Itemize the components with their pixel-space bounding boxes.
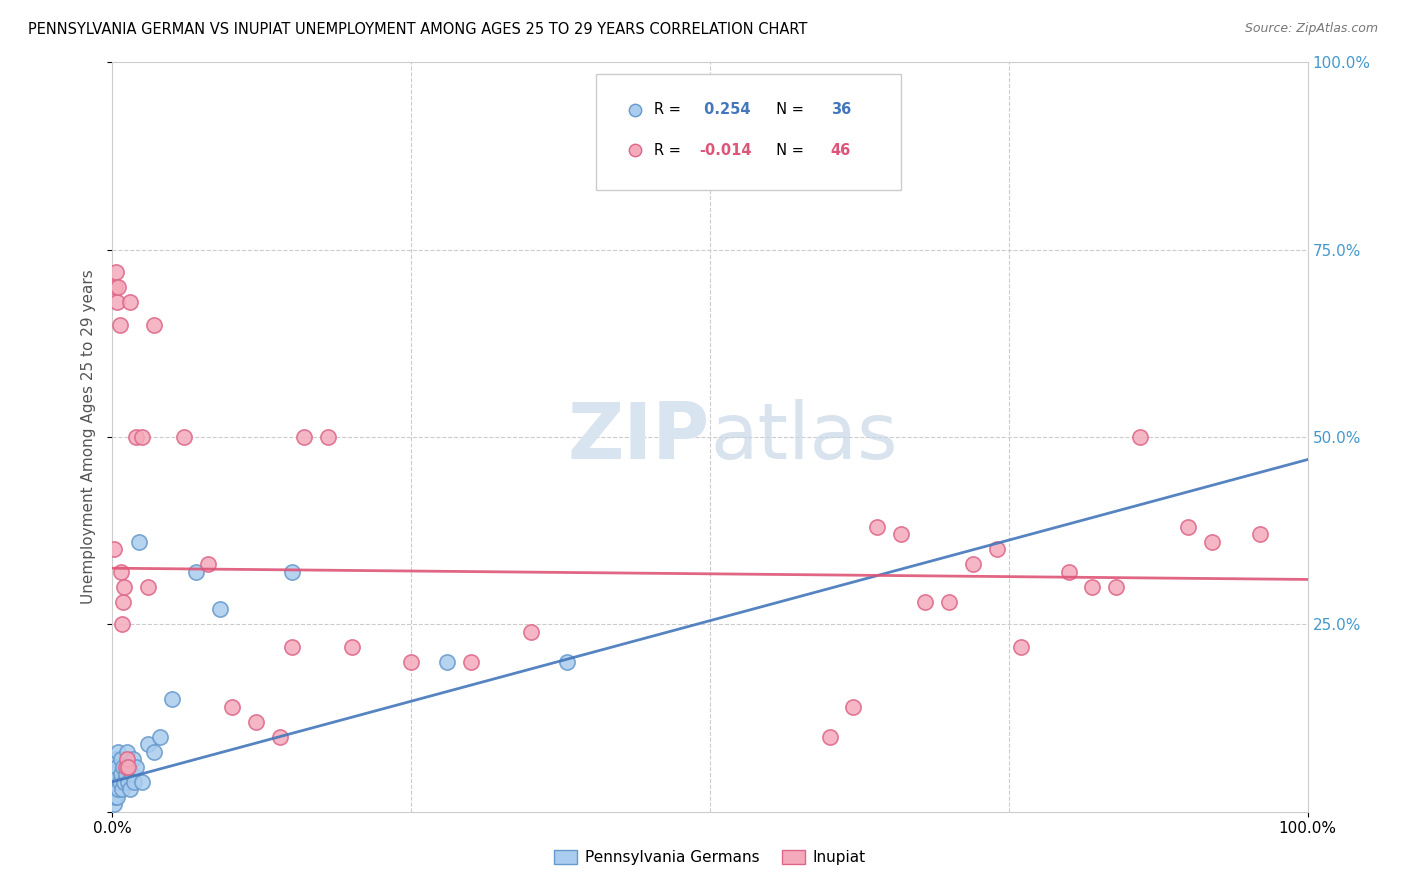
Point [108, 774, 131, 789]
Point [138, 580, 160, 594]
Point [138, 737, 160, 751]
Point [107, 280, 129, 294]
Text: R =: R = [654, 143, 685, 158]
Text: R =: R = [654, 103, 685, 117]
Point [131, 430, 153, 444]
Point [111, 782, 134, 797]
Point [1177, 520, 1199, 534]
Point [401, 655, 423, 669]
Point [209, 602, 232, 616]
Point [103, 542, 125, 557]
Point [460, 655, 482, 669]
Point [108, 318, 131, 332]
Point [292, 430, 315, 444]
Point [128, 535, 150, 549]
Point [938, 595, 960, 609]
Point [121, 767, 143, 781]
Point [120, 295, 142, 310]
Point [105, 265, 128, 279]
Text: ZIP: ZIP [568, 399, 710, 475]
Point [122, 774, 145, 789]
Point [112, 595, 135, 609]
Point [866, 520, 889, 534]
Point [105, 752, 128, 766]
Point [818, 730, 841, 744]
Point [114, 760, 136, 774]
Legend: Pennsylvania Germans, Inupiat: Pennsylvania Germans, Inupiat [548, 844, 872, 871]
Point [121, 752, 143, 766]
Point [162, 692, 183, 706]
Point [340, 640, 363, 654]
Point [125, 430, 148, 444]
Point [1010, 640, 1032, 654]
Text: N =: N = [768, 103, 808, 117]
Point [281, 565, 304, 579]
Point [1249, 527, 1271, 541]
FancyBboxPatch shape [596, 74, 901, 190]
Point [107, 745, 129, 759]
Text: 0.254: 0.254 [699, 103, 751, 117]
Point [115, 752, 138, 766]
Text: 36: 36 [831, 103, 851, 117]
Point [520, 624, 543, 639]
Point [143, 318, 166, 332]
Point [143, 745, 166, 759]
Point [105, 789, 128, 804]
Point [623, 103, 645, 117]
Text: Source: ZipAtlas.com: Source: ZipAtlas.com [1244, 22, 1378, 36]
Point [269, 730, 291, 744]
Point [197, 558, 219, 572]
Point [105, 767, 128, 781]
Y-axis label: Unemployment Among Ages 25 to 29 years: Unemployment Among Ages 25 to 29 years [80, 269, 96, 605]
Point [118, 760, 141, 774]
Point [104, 280, 127, 294]
Point [107, 782, 129, 797]
Point [1057, 565, 1080, 579]
Point [914, 595, 936, 609]
Point [1081, 580, 1104, 594]
Point [245, 714, 267, 729]
Point [110, 767, 132, 781]
Point [281, 640, 304, 654]
Point [114, 580, 135, 594]
Text: -0.014: -0.014 [699, 143, 752, 158]
Point [115, 745, 138, 759]
Point [120, 782, 142, 797]
Point [436, 655, 458, 669]
Point [125, 760, 148, 774]
Point [221, 699, 243, 714]
Point [1129, 430, 1152, 444]
Point [110, 565, 132, 579]
Point [1201, 535, 1223, 549]
Text: 46: 46 [831, 143, 851, 158]
Point [114, 767, 136, 781]
Point [316, 430, 339, 444]
Point [105, 760, 128, 774]
Point [186, 565, 208, 579]
Point [962, 558, 984, 572]
Point [105, 782, 128, 797]
Point [842, 699, 865, 714]
Point [986, 542, 1008, 557]
Point [623, 143, 645, 157]
Point [131, 774, 153, 789]
Point [149, 730, 172, 744]
Point [105, 295, 128, 310]
Point [1105, 580, 1128, 594]
Point [104, 789, 127, 804]
Point [890, 527, 912, 541]
Point [110, 752, 132, 766]
Point [555, 655, 578, 669]
Point [104, 774, 127, 789]
Point [117, 760, 139, 774]
Point [173, 430, 195, 444]
Point [114, 774, 135, 789]
Point [103, 797, 125, 812]
Point [117, 774, 139, 789]
Text: atlas: atlas [710, 399, 897, 475]
Text: PENNSYLVANIA GERMAN VS INUPIAT UNEMPLOYMENT AMONG AGES 25 TO 29 YEARS CORRELATIO: PENNSYLVANIA GERMAN VS INUPIAT UNEMPLOYM… [28, 22, 807, 37]
Text: N =: N = [768, 143, 808, 158]
Point [111, 617, 134, 632]
Point [112, 760, 135, 774]
